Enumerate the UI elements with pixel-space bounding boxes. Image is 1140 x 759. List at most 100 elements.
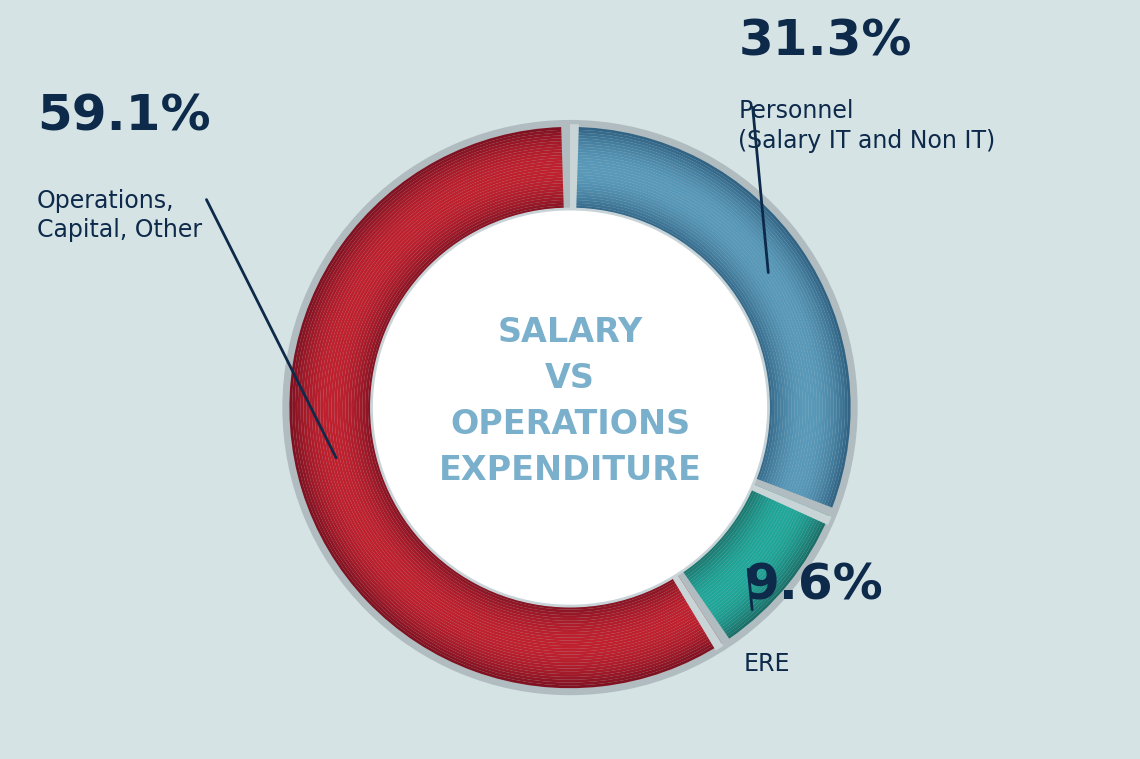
Wedge shape: [370, 209, 678, 606]
Wedge shape: [570, 197, 781, 483]
Wedge shape: [315, 153, 708, 663]
Wedge shape: [570, 143, 833, 502]
Wedge shape: [698, 494, 780, 595]
Wedge shape: [691, 490, 770, 585]
Text: 9.6%: 9.6%: [744, 562, 882, 609]
Wedge shape: [320, 158, 706, 657]
Wedge shape: [365, 203, 681, 613]
Wedge shape: [570, 161, 817, 496]
Wedge shape: [359, 197, 684, 618]
Text: Personnel
(Salary IT and Non IT): Personnel (Salary IT and Non IT): [739, 99, 995, 153]
Wedge shape: [570, 153, 825, 499]
Wedge shape: [351, 189, 689, 626]
Wedge shape: [570, 124, 579, 214]
Text: Operations,
Capital, Other: Operations, Capital, Other: [36, 189, 202, 242]
Wedge shape: [570, 150, 828, 499]
Wedge shape: [718, 509, 813, 625]
Wedge shape: [570, 172, 806, 492]
Wedge shape: [690, 489, 767, 583]
Circle shape: [374, 211, 766, 604]
Wedge shape: [703, 499, 790, 604]
Wedge shape: [570, 135, 842, 505]
Wedge shape: [570, 208, 770, 479]
Wedge shape: [337, 175, 697, 641]
Wedge shape: [334, 172, 698, 644]
Wedge shape: [706, 499, 792, 606]
Wedge shape: [570, 130, 848, 506]
Wedge shape: [570, 183, 795, 487]
Wedge shape: [719, 509, 816, 627]
Wedge shape: [570, 146, 831, 501]
Wedge shape: [312, 150, 710, 666]
Wedge shape: [727, 515, 829, 638]
Wedge shape: [570, 178, 800, 490]
Wedge shape: [722, 510, 819, 629]
Wedge shape: [345, 183, 692, 632]
Wedge shape: [298, 136, 717, 680]
Wedge shape: [295, 133, 719, 682]
Wedge shape: [570, 194, 783, 483]
Wedge shape: [715, 506, 808, 620]
Wedge shape: [570, 138, 839, 503]
Wedge shape: [570, 133, 845, 505]
Wedge shape: [368, 206, 679, 609]
Wedge shape: [570, 203, 775, 480]
Wedge shape: [349, 186, 690, 629]
Wedge shape: [708, 502, 798, 611]
Wedge shape: [317, 155, 707, 660]
Wedge shape: [290, 127, 722, 688]
Text: SALARY
VS
OPERATIONS
EXPENDITURE: SALARY VS OPERATIONS EXPENDITURE: [439, 317, 701, 487]
Circle shape: [370, 208, 770, 606]
Wedge shape: [332, 169, 699, 646]
Wedge shape: [693, 491, 772, 587]
Wedge shape: [303, 141, 715, 674]
Wedge shape: [570, 166, 812, 493]
Wedge shape: [283, 120, 857, 695]
Text: 59.1%: 59.1%: [36, 93, 211, 141]
Wedge shape: [292, 130, 720, 685]
Wedge shape: [301, 138, 716, 677]
Wedge shape: [353, 191, 687, 624]
Wedge shape: [701, 496, 785, 600]
Wedge shape: [682, 483, 754, 572]
Wedge shape: [570, 158, 820, 496]
Wedge shape: [686, 487, 762, 578]
Wedge shape: [357, 194, 685, 621]
Wedge shape: [570, 189, 789, 486]
Wedge shape: [309, 146, 711, 669]
Wedge shape: [694, 492, 774, 591]
Wedge shape: [702, 497, 788, 602]
Wedge shape: [570, 127, 850, 508]
Wedge shape: [343, 181, 693, 635]
Wedge shape: [669, 571, 724, 650]
Wedge shape: [724, 512, 824, 634]
Wedge shape: [570, 169, 808, 493]
Wedge shape: [570, 206, 772, 480]
Wedge shape: [711, 504, 803, 616]
Wedge shape: [323, 161, 703, 654]
Wedge shape: [340, 178, 694, 638]
Wedge shape: [570, 141, 837, 502]
Wedge shape: [570, 191, 787, 484]
Wedge shape: [710, 502, 800, 613]
Wedge shape: [683, 484, 757, 574]
Wedge shape: [714, 505, 806, 618]
Wedge shape: [726, 514, 826, 636]
Wedge shape: [326, 163, 702, 652]
Wedge shape: [363, 200, 683, 616]
Wedge shape: [747, 482, 831, 525]
Wedge shape: [570, 181, 797, 489]
Wedge shape: [570, 175, 803, 490]
Wedge shape: [699, 495, 782, 597]
Wedge shape: [570, 200, 777, 481]
Wedge shape: [716, 507, 811, 622]
Wedge shape: [707, 501, 796, 609]
Text: 31.3%: 31.3%: [739, 17, 912, 65]
Wedge shape: [685, 486, 759, 576]
Wedge shape: [307, 144, 712, 672]
Text: ERE: ERE: [744, 652, 790, 676]
Wedge shape: [723, 512, 821, 631]
Wedge shape: [570, 163, 814, 495]
Wedge shape: [695, 493, 777, 593]
Wedge shape: [570, 155, 823, 498]
